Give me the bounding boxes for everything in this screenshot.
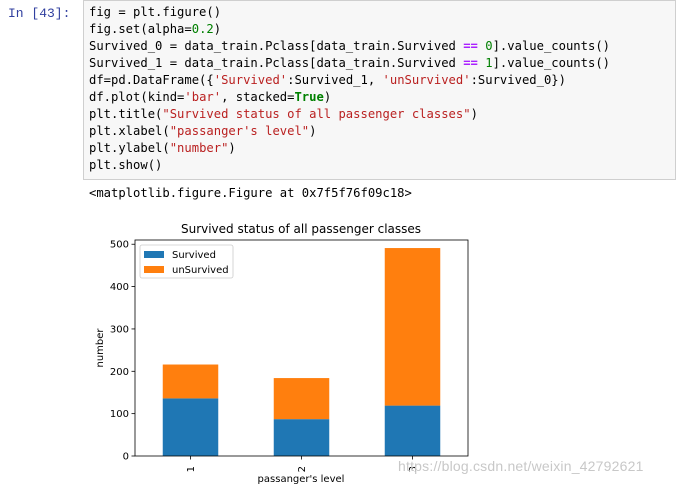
code-token: 'Survived' <box>213 73 288 87</box>
y-tick-label: 300 <box>110 324 129 335</box>
code-token: == <box>463 56 478 70</box>
code-line[interactable]: plt.title("Survived status of all passen… <box>89 106 610 123</box>
code-token: ) <box>470 107 478 121</box>
code-token: :Survived_0}) <box>470 73 566 87</box>
x-tick-label: 3 <box>408 466 419 472</box>
bar-survived-2 <box>273 419 330 456</box>
chart-title: Survived status of all passenger classes <box>181 222 421 236</box>
code-token: plt.xlabel( <box>89 124 170 138</box>
code-line[interactable]: df.plot(kind='bar', stacked=True) <box>89 89 610 106</box>
output-text: <matplotlib.figure.Figure at 0x7f5f76f09… <box>89 186 412 200</box>
code-token: True <box>294 90 324 104</box>
bar-unsurvived-3 <box>384 248 441 406</box>
code-token: ].value_counts() <box>492 56 610 70</box>
code-token: 0 <box>485 39 493 53</box>
code-token: plt.ylabel( <box>89 141 170 155</box>
code-line[interactable]: Survived_0 = data_train.Pclass[data_trai… <box>89 38 610 55</box>
code-token: "Survived status of all passenger classe… <box>162 107 471 121</box>
code-token: 0.2 <box>191 22 214 36</box>
code-token: fig.set(alpha= <box>89 22 192 36</box>
code-token: df=pd.DataFrame({ <box>89 73 214 87</box>
code-token: ) <box>213 22 222 36</box>
legend: Survived unSurvived <box>139 244 234 279</box>
code-token: 1 <box>485 56 493 70</box>
y-tick-label: 500 <box>110 240 129 251</box>
code-line[interactable]: fig = plt.figure() <box>89 4 610 21</box>
code-token: fig = plt.figure() <box>89 5 222 19</box>
bar-unsurvived-1 <box>162 364 219 399</box>
code-token: :Survived_1, <box>287 73 383 87</box>
code-cell[interactable]: fig = plt.figure() fig.set(alpha=0.2) Surv… <box>83 0 676 180</box>
code-token: ) <box>309 124 317 138</box>
legend-label: Survived <box>172 250 216 261</box>
legend-label: unSurvived <box>172 265 229 276</box>
watermark: https://blog.csdn.net/weixin_42792621 <box>398 458 644 474</box>
code-token: ) <box>323 90 332 104</box>
code-line[interactable]: plt.show() <box>89 157 610 174</box>
code-token: Survived_0 = data_train.Pclass[data_trai… <box>89 39 464 53</box>
code-token: df.plot(kind= <box>89 90 185 104</box>
code-token: "passanger's level" <box>169 124 310 138</box>
legend-swatch <box>144 266 164 273</box>
bar-survived-1 <box>162 398 219 456</box>
y-tick-label: 400 <box>110 282 129 293</box>
code-token: , stacked= <box>221 90 295 104</box>
y-tick-label: 200 <box>110 367 129 378</box>
x-axis-label: passanger's level <box>258 474 345 485</box>
code-editor[interactable]: fig = plt.figure() fig.set(alpha=0.2) Surv… <box>89 4 610 174</box>
x-tick-label: 1 <box>186 466 197 472</box>
code-token: "number" <box>169 141 229 155</box>
y-tick-label: 100 <box>110 409 129 420</box>
code-token: Survived_1 = data_train.Pclass[data_trai… <box>89 56 464 70</box>
code-token: plt.show() <box>89 158 163 172</box>
y-tick-label: 0 <box>123 452 129 463</box>
code-token: 'bar' <box>184 90 222 104</box>
bar-unsurvived-2 <box>273 378 330 420</box>
code-line[interactable]: Survived_1 = data_train.Pclass[data_trai… <box>89 55 610 72</box>
code-token: ) <box>228 141 236 155</box>
code-token: plt.title( <box>89 107 163 121</box>
cell-prompt: In [43]: <box>8 6 71 21</box>
bar-survived-3 <box>384 405 441 456</box>
code-token: 'unSurvived' <box>382 73 471 87</box>
x-tick-label: 2 <box>297 466 308 472</box>
legend-swatch <box>144 251 164 258</box>
code-line[interactable]: fig.set(alpha=0.2) <box>89 21 610 38</box>
code-token: ].value_counts() <box>492 39 610 53</box>
code-line[interactable]: df=pd.DataFrame({'Survived':Survived_1, … <box>89 72 610 89</box>
y-axis-label: number <box>95 328 106 368</box>
code-token: == <box>463 39 478 53</box>
code-line[interactable]: plt.ylabel("number") <box>89 140 610 157</box>
code-line[interactable]: plt.xlabel("passanger's level") <box>89 123 610 140</box>
